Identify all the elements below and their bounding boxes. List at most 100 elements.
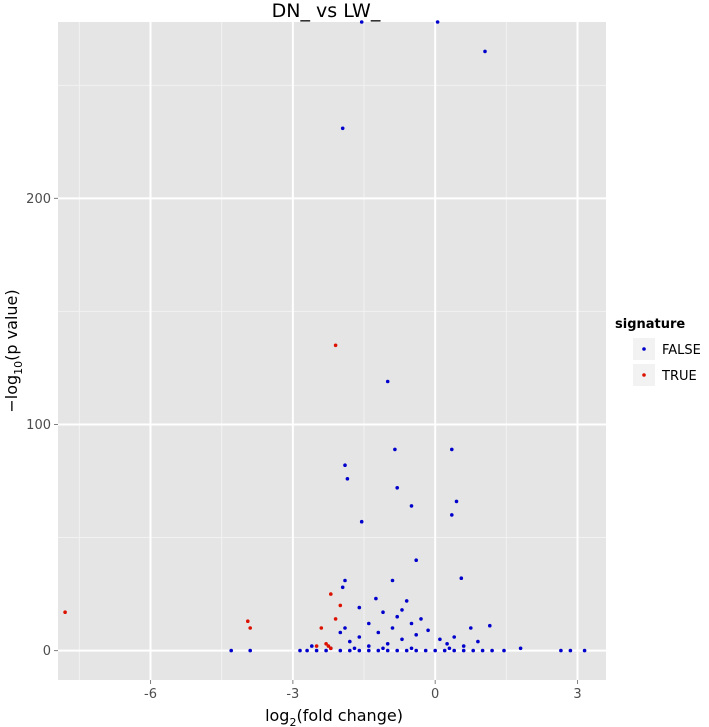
y-axis-title: −log10(p value) <box>2 289 25 412</box>
data-point <box>357 605 362 610</box>
data-point <box>319 626 324 630</box>
series-false <box>229 20 587 653</box>
x-tick-label: 3 <box>573 687 581 702</box>
data-point <box>310 644 314 648</box>
x-axis-ticks: -6 -3 0 3 <box>144 680 582 702</box>
data-point <box>568 648 573 653</box>
data-point <box>376 630 381 635</box>
y-tick-label: 0 <box>43 644 51 659</box>
data-point <box>502 648 506 653</box>
data-point <box>314 644 319 648</box>
legend-marker-true <box>642 373 646 377</box>
data-point <box>357 635 362 639</box>
data-point <box>414 558 419 562</box>
data-point <box>338 630 343 635</box>
data-point <box>348 648 352 653</box>
data-point <box>419 617 423 621</box>
data-point <box>409 646 414 651</box>
grid-minor <box>58 22 606 680</box>
y-tick-label: 100 <box>26 418 51 433</box>
data-point <box>338 648 343 653</box>
legend-marker-false <box>642 347 646 351</box>
data-point <box>395 486 400 490</box>
legend-label-false: FALSE <box>662 343 701 358</box>
data-point <box>229 648 233 653</box>
data-point <box>340 126 345 131</box>
data-point <box>423 648 428 653</box>
x-tick-label: -6 <box>144 687 157 702</box>
data-point <box>447 646 452 651</box>
data-point <box>435 20 440 24</box>
data-point <box>445 642 449 646</box>
data-point <box>483 49 487 54</box>
y-tick-label: 200 <box>26 192 51 207</box>
data-point <box>333 343 338 348</box>
data-point <box>426 628 430 633</box>
data-point <box>385 379 390 384</box>
data-point <box>471 648 476 653</box>
data-point <box>469 626 473 630</box>
data-point <box>357 648 362 653</box>
plot-panel <box>58 22 606 680</box>
x-axis-title-sub: 2 <box>289 716 296 727</box>
data-point <box>414 648 419 653</box>
data-point <box>442 648 447 653</box>
data-point <box>367 621 371 626</box>
grid-major <box>58 22 606 680</box>
data-point <box>385 642 390 646</box>
data-point <box>414 633 419 637</box>
data-point <box>459 576 464 580</box>
data-point <box>367 644 371 648</box>
y-axis-title-rest: (p value) <box>2 289 21 360</box>
data-point <box>381 646 385 651</box>
x-axis-title-main: log <box>265 706 289 725</box>
y-axis-title-prefix: −log <box>2 375 21 413</box>
data-point <box>329 592 333 596</box>
data-point <box>376 648 381 653</box>
data-point <box>452 635 457 639</box>
data-point <box>433 648 438 653</box>
data-point <box>326 644 331 648</box>
data-point <box>333 617 338 621</box>
data-point <box>298 648 302 653</box>
data-point <box>452 648 457 653</box>
data-point <box>314 648 319 653</box>
data-point <box>450 447 454 452</box>
data-point <box>390 578 395 583</box>
data-point <box>359 519 364 524</box>
data-point <box>400 608 404 612</box>
series-true <box>63 343 343 651</box>
data-point <box>409 621 414 626</box>
legend-title: signature <box>615 317 685 332</box>
legend: signature FALSE TRUE <box>615 317 701 386</box>
data-point <box>404 648 409 653</box>
data-point <box>63 610 67 614</box>
data-point <box>518 646 523 651</box>
legend-label-true: TRUE <box>661 369 697 384</box>
data-point <box>404 599 409 603</box>
data-point <box>476 639 480 644</box>
data-point <box>246 619 250 623</box>
data-points <box>63 20 587 653</box>
data-point <box>345 477 350 481</box>
y-axis-ticks: 0 100 200 <box>26 192 58 659</box>
data-point <box>488 623 492 628</box>
data-point <box>400 637 404 642</box>
data-point <box>393 447 397 452</box>
data-point <box>582 648 587 653</box>
data-point <box>409 504 414 508</box>
data-point <box>343 626 347 630</box>
data-point <box>329 646 333 651</box>
data-point <box>340 585 345 590</box>
x-axis-title-rest: (fold change) <box>296 706 402 725</box>
data-point <box>374 596 378 601</box>
data-point <box>248 626 252 630</box>
data-point <box>359 20 364 24</box>
data-point <box>454 499 459 504</box>
data-point <box>338 603 343 608</box>
data-point <box>559 648 563 653</box>
y-axis-title-sub: 10 <box>12 361 25 375</box>
data-point <box>352 646 357 651</box>
chart-title: DN_ vs LW_ <box>272 0 381 22</box>
